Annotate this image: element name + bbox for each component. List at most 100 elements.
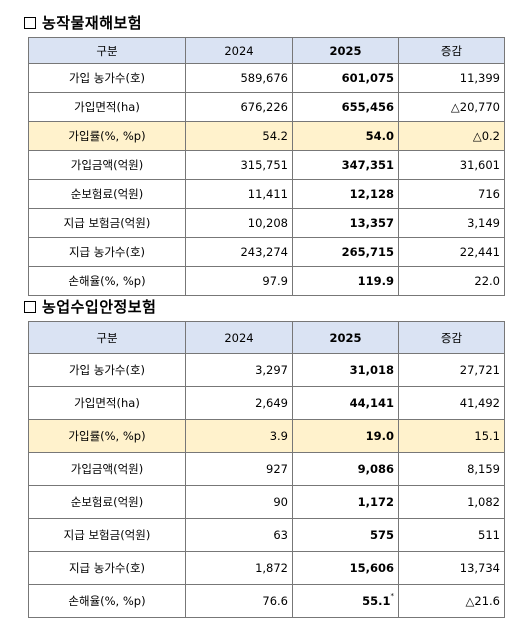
value-change: 716 xyxy=(398,179,505,209)
checkbox-square-icon xyxy=(24,16,36,29)
row-label: 가입률(%, %p) xyxy=(28,419,186,453)
value-2025: 1,172 xyxy=(292,485,399,519)
row-label: 지급 보험금(억원) xyxy=(28,208,186,238)
header-change: 증감 xyxy=(398,321,505,354)
value-2025: 44,141 xyxy=(292,386,399,420)
value-change: 3,149 xyxy=(398,208,505,238)
table-row: 가입면적(ha) 2,649 44,141 41,492 xyxy=(28,386,505,420)
value-2025: 13,357 xyxy=(292,208,399,238)
value-2024: 11,411 xyxy=(185,179,293,209)
table-row: 순보험료(억원) 11,411 12,128 716 xyxy=(28,179,505,209)
table-row: 지급 농가수(호) 1,872 15,606 13,734 xyxy=(28,551,505,585)
row-label: 가입 농가수(호) xyxy=(28,63,186,93)
row-label: 가입금액(억원) xyxy=(28,150,186,180)
value-2024: 1,872 xyxy=(185,551,293,585)
row-label: 지급 보험금(억원) xyxy=(28,518,186,552)
row-label: 가입면적(ha) xyxy=(28,386,186,420)
row-label: 가입 농가수(호) xyxy=(28,353,186,387)
header-2025: 2025 xyxy=(292,37,399,64)
table-header-row: 구분 2024 2025 증감 xyxy=(28,321,505,354)
row-label: 순보험료(억원) xyxy=(28,179,186,209)
row-label: 가입금액(억원) xyxy=(28,452,186,486)
value-change: 8,159 xyxy=(398,452,505,486)
row-label: 손해율(%, %p) xyxy=(28,266,186,296)
row-label: 순보험료(억원) xyxy=(28,485,186,519)
row-label: 가입면적(ha) xyxy=(28,92,186,122)
value-change: 13,734 xyxy=(398,551,505,585)
value-2024: 97.9 xyxy=(185,266,293,296)
value-2025: 19.0 xyxy=(292,419,399,453)
value-2024: 3.9 xyxy=(185,419,293,453)
value-change: △20,770 xyxy=(398,92,505,122)
value-2025-with-footnote: 55.1* xyxy=(292,584,399,618)
table-row: 지급 보험금(억원) 63 575 511 xyxy=(28,518,505,552)
table-row: 순보험료(억원) 90 1,172 1,082 xyxy=(28,485,505,519)
header-2024: 2024 xyxy=(185,321,293,354)
row-label: 가입률(%, %p) xyxy=(28,121,186,151)
header-change: 증감 xyxy=(398,37,505,64)
row-label: 지급 농가수(호) xyxy=(28,237,186,267)
table-row: 가입금액(억원) 927 9,086 8,159 xyxy=(28,452,505,486)
value-2024: 90 xyxy=(185,485,293,519)
value-change: 31,601 xyxy=(398,150,505,180)
value-2025: 655,456 xyxy=(292,92,399,122)
value-2025: 55.1 xyxy=(362,594,391,608)
value-change: △21.6 xyxy=(398,584,505,618)
value-2025: 265,715 xyxy=(292,237,399,267)
table-row: 손해율(%, %p) 76.6 55.1* △21.6 xyxy=(28,584,505,618)
value-2024: 3,297 xyxy=(185,353,293,387)
value-2025: 119.9 xyxy=(292,266,399,296)
table-row-highlighted: 가입률(%, %p) 54.2 54.0 △0.2 xyxy=(28,121,505,151)
value-2024: 54.2 xyxy=(185,121,293,151)
value-2024: 2,649 xyxy=(185,386,293,420)
value-2024: 76.6 xyxy=(185,584,293,618)
income-insurance-table: 구분 2024 2025 증감 가입 농가수(호) 3,297 31,018 2… xyxy=(28,321,505,618)
table-row: 가입 농가수(호) 3,297 31,018 27,721 xyxy=(28,353,505,387)
crop-insurance-table: 구분 2024 2025 증감 가입 농가수(호) 589,676 601,07… xyxy=(28,37,505,296)
value-2025: 15,606 xyxy=(292,551,399,585)
section-title-crop-insurance: 농작물재해보험 xyxy=(24,12,142,33)
table-row: 지급 농가수(호) 243,274 265,715 22,441 xyxy=(28,237,505,267)
table-row: 손해율(%, %p) 97.9 119.9 22.0 xyxy=(28,266,505,296)
value-2025: 347,351 xyxy=(292,150,399,180)
value-change: △0.2 xyxy=(398,121,505,151)
value-2024: 676,226 xyxy=(185,92,293,122)
value-2024: 63 xyxy=(185,518,293,552)
value-2025: 31,018 xyxy=(292,353,399,387)
footnote-marker: * xyxy=(390,592,395,600)
value-change: 22.0 xyxy=(398,266,505,296)
value-2024: 315,751 xyxy=(185,150,293,180)
table-row-highlighted: 가입률(%, %p) 3.9 19.0 15.1 xyxy=(28,419,505,453)
value-2025: 12,128 xyxy=(292,179,399,209)
value-2024: 243,274 xyxy=(185,237,293,267)
value-2024: 927 xyxy=(185,452,293,486)
value-2025: 601,075 xyxy=(292,63,399,93)
table-row: 가입금액(억원) 315,751 347,351 31,601 xyxy=(28,150,505,180)
section-title-text: 농업수입안정보험 xyxy=(42,298,157,316)
value-2025: 54.0 xyxy=(292,121,399,151)
section-title-text: 농작물재해보험 xyxy=(42,14,143,32)
header-category: 구분 xyxy=(28,37,186,64)
table-row: 가입면적(ha) 676,226 655,456 △20,770 xyxy=(28,92,505,122)
table-row: 가입 농가수(호) 589,676 601,075 11,399 xyxy=(28,63,505,93)
header-category: 구분 xyxy=(28,321,186,354)
header-2025: 2025 xyxy=(292,321,399,354)
value-change: 511 xyxy=(398,518,505,552)
value-2024: 589,676 xyxy=(185,63,293,93)
value-change: 41,492 xyxy=(398,386,505,420)
value-change: 15.1 xyxy=(398,419,505,453)
header-2024: 2024 xyxy=(185,37,293,64)
value-change: 27,721 xyxy=(398,353,505,387)
value-2025: 575 xyxy=(292,518,399,552)
table-row: 지급 보험금(억원) 10,208 13,357 3,149 xyxy=(28,208,505,238)
row-label: 손해율(%, %p) xyxy=(28,584,186,618)
value-change: 1,082 xyxy=(398,485,505,519)
checkbox-square-icon xyxy=(24,300,36,313)
row-label: 지급 농가수(호) xyxy=(28,551,186,585)
value-change: 22,441 xyxy=(398,237,505,267)
value-2025: 9,086 xyxy=(292,452,399,486)
value-2024: 10,208 xyxy=(185,208,293,238)
table-header-row: 구분 2024 2025 증감 xyxy=(28,37,505,64)
section-title-income-insurance: 농업수입안정보험 xyxy=(24,296,156,317)
value-change: 11,399 xyxy=(398,63,505,93)
